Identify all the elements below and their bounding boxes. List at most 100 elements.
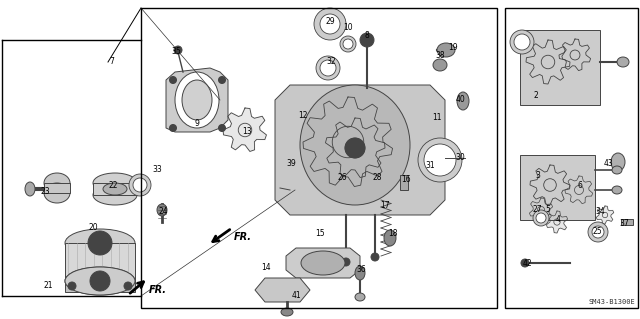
Circle shape [88,231,112,255]
Ellipse shape [433,59,447,71]
Text: FR.: FR. [149,285,167,295]
Ellipse shape [157,204,167,216]
Text: 20: 20 [88,222,98,232]
Polygon shape [565,176,593,204]
Text: 6: 6 [577,181,582,189]
Ellipse shape [617,57,629,67]
Text: 15: 15 [315,228,325,238]
Bar [93,183,137,195]
Text: 21: 21 [44,280,52,290]
Text: 40: 40 [455,94,465,103]
Ellipse shape [612,166,622,174]
Bar [520,155,595,220]
Ellipse shape [437,43,455,57]
Text: 24: 24 [158,207,168,217]
Text: 11: 11 [432,114,442,122]
Bar [141,8,497,308]
Text: 36: 36 [356,264,366,273]
Circle shape [592,226,604,238]
Text: 42: 42 [522,258,532,268]
Bar [505,8,638,308]
Text: 12: 12 [298,112,308,121]
Circle shape [129,174,151,196]
Ellipse shape [355,293,365,301]
Circle shape [536,213,546,223]
Ellipse shape [175,72,219,128]
Text: 43: 43 [604,160,614,168]
Text: 37: 37 [619,219,629,228]
Circle shape [340,36,356,52]
Text: 13: 13 [242,128,252,137]
Circle shape [218,124,225,131]
Circle shape [371,253,379,261]
Circle shape [314,8,346,40]
Polygon shape [526,40,570,84]
Polygon shape [166,68,228,132]
Polygon shape [223,108,266,152]
Text: 35: 35 [171,48,181,56]
Circle shape [316,56,340,80]
Text: 41: 41 [291,291,301,300]
Ellipse shape [65,229,135,257]
Circle shape [418,138,462,182]
Bar [65,243,135,281]
Text: 16: 16 [401,175,411,184]
Text: 28: 28 [372,173,381,182]
Text: 5: 5 [545,205,550,214]
Polygon shape [303,97,392,187]
Polygon shape [530,165,570,205]
Text: 4: 4 [556,216,561,225]
Circle shape [514,34,530,50]
Text: 3: 3 [536,170,540,180]
Text: 2: 2 [534,91,538,100]
Circle shape [133,178,147,192]
Ellipse shape [457,92,469,110]
Ellipse shape [182,80,212,120]
Circle shape [510,30,534,54]
Polygon shape [65,281,135,292]
Text: SM43-B1300E: SM43-B1300E [588,299,635,305]
Bar [44,183,70,193]
Circle shape [68,282,76,290]
Text: FR.: FR. [234,232,252,242]
Ellipse shape [612,186,622,194]
Polygon shape [596,206,614,224]
Circle shape [320,60,336,76]
Circle shape [350,143,360,153]
Circle shape [343,39,353,49]
Bar [520,30,600,105]
Text: 26: 26 [337,173,347,182]
Circle shape [424,144,456,176]
Text: 38: 38 [435,51,445,61]
Circle shape [360,33,374,47]
Text: 18: 18 [388,228,397,238]
Circle shape [95,276,105,286]
Polygon shape [529,198,552,222]
Ellipse shape [93,173,137,193]
Ellipse shape [44,173,70,193]
Polygon shape [275,85,445,215]
Text: 32: 32 [326,56,336,65]
Circle shape [342,258,350,266]
Ellipse shape [25,182,35,196]
Circle shape [170,77,177,84]
Ellipse shape [44,183,70,203]
Ellipse shape [103,183,127,195]
Text: 31: 31 [425,161,435,170]
Circle shape [345,138,365,158]
Circle shape [521,259,529,267]
Text: 30: 30 [455,153,465,162]
Circle shape [174,46,182,54]
Ellipse shape [65,267,135,295]
Text: 25: 25 [592,226,602,235]
Ellipse shape [281,308,293,316]
Text: 33: 33 [152,166,162,174]
Circle shape [320,14,340,34]
Circle shape [124,282,132,290]
Circle shape [218,77,225,84]
Circle shape [588,222,608,242]
Ellipse shape [301,251,345,275]
Polygon shape [547,211,568,233]
Polygon shape [326,118,385,178]
Polygon shape [559,39,591,70]
